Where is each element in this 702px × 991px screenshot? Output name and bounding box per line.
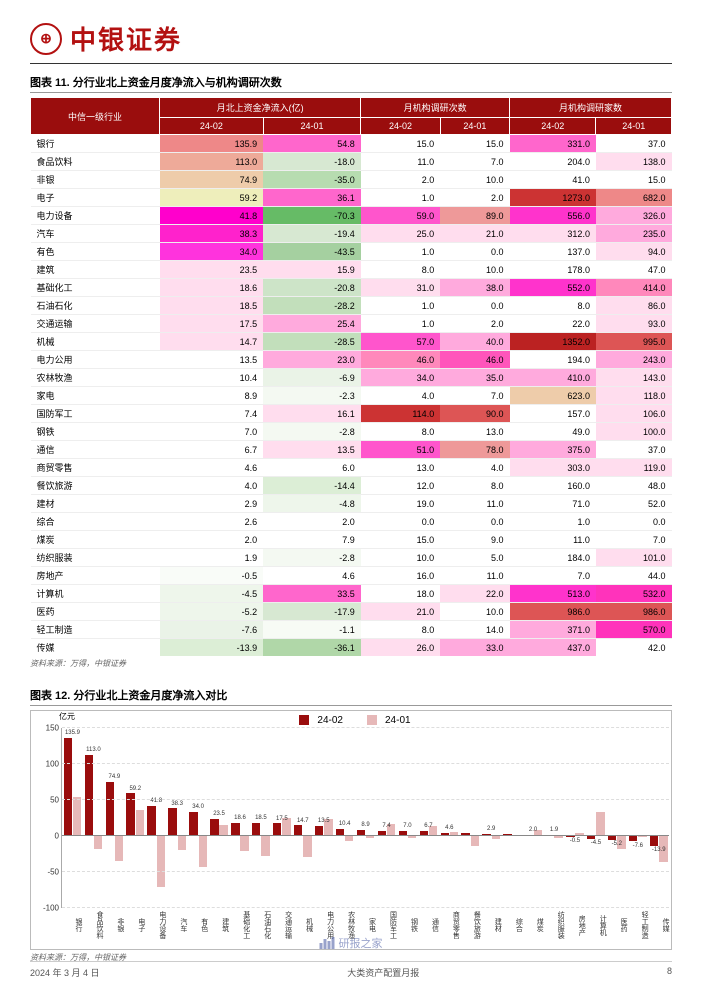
table-source: 资料来源：万得，中银证券 (30, 658, 672, 669)
brand-text: 中银证券 (70, 20, 182, 57)
y-unit: 亿元 (59, 711, 75, 722)
chart-container: 亿元 24-0224-01 -100-50050100150 135.9113.… (30, 710, 672, 950)
table-title: 图表 11. 分行业北上资金月度净流入与机构调研次数 (30, 74, 672, 93)
footer-page: 8 (667, 966, 672, 979)
y-axis: -100-50050100150 (33, 728, 61, 908)
page: ⊕ 中银证券 图表 11. 分行业北上资金月度净流入与机构调研次数 中信一级行业… (0, 0, 702, 991)
footer-date: 2024 年 3 月 4 日 (30, 966, 100, 979)
logo-icon: ⊕ (30, 23, 62, 55)
plot-area: 135.9113.074.959.241.838.334.023.518.618… (61, 728, 669, 908)
footer: 2024 年 3 月 4 日 大类资产配置月报 8 (30, 961, 672, 979)
heatmap-table: 中信一级行业月北上资金净流入(亿)月机构调研次数月机构调研家数24-0224-0… (30, 97, 672, 656)
footer-center: 大类资产配置月报 (347, 966, 419, 979)
chart-legend: 24-0224-01 (33, 715, 669, 726)
header: ⊕ 中银证券 (30, 20, 672, 64)
watermark: 研报之家 (320, 935, 383, 951)
chart-title: 图表 12. 分行业北上资金月度净流入对比 (30, 687, 672, 706)
